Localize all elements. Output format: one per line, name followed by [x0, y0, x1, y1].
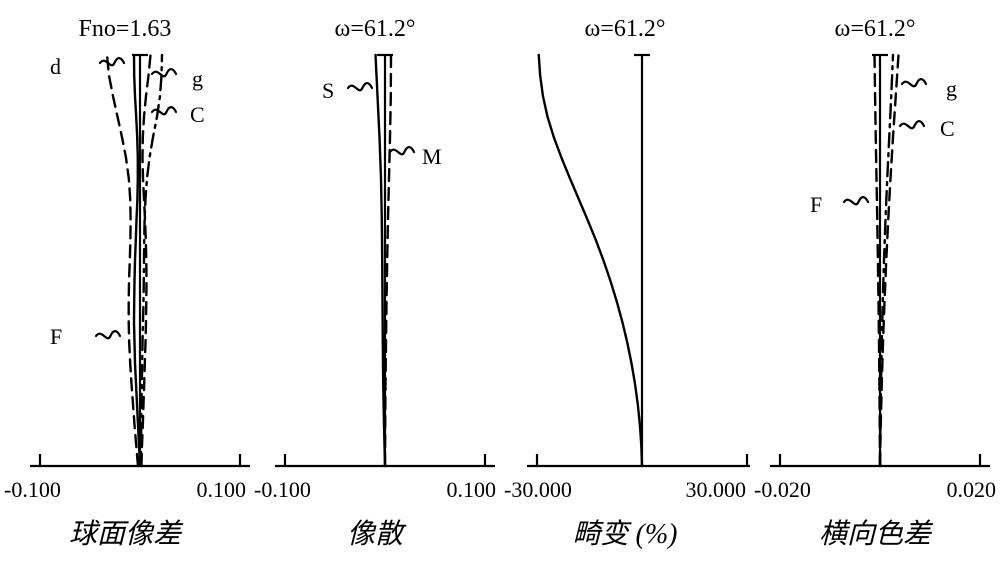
xlim-right: 0.100	[447, 477, 497, 503]
panel-spherical: Fno=1.63 -0.100 0.100 球面像差 d gC F	[0, 0, 250, 566]
panel-bottom-label: 畸变 (%)	[500, 512, 750, 552]
panel-distortion: ω=61.2° -30.000 30.000 畸变 (%)	[500, 0, 750, 566]
panel-title: ω=61.2°	[750, 16, 1000, 43]
annotation-tilde	[348, 83, 372, 90]
annotation-tilde	[902, 79, 926, 86]
curve-label-d: d	[50, 54, 61, 80]
annotation-tilde	[100, 58, 124, 65]
curve-label-M: M	[422, 144, 442, 170]
curve-F	[107, 55, 138, 466]
curve-S	[376, 55, 386, 466]
xlim-left: -0.100	[254, 477, 311, 503]
panel-title: ω=61.2°	[500, 16, 750, 43]
panel-title: Fno=1.63	[0, 16, 250, 43]
annotation-tilde	[152, 69, 176, 76]
curve-label-F: F	[50, 324, 62, 350]
curve-label-F: F	[810, 192, 822, 218]
xlim-left: -0.020	[754, 477, 811, 503]
xlim-right: 0.020	[947, 477, 997, 503]
xlim-right: 0.100	[197, 477, 247, 503]
annotation-tilde	[152, 107, 176, 114]
panel-bottom-label: 横向色差	[750, 512, 1000, 552]
annotation-tilde	[96, 331, 120, 338]
panel-astigmatism: ω=61.2° -0.100 0.100 像散 S M	[250, 0, 500, 566]
curve-label-g: g	[946, 76, 957, 102]
panel-title: ω=61.2°	[250, 16, 500, 43]
panel-bottom-label: 像散	[250, 512, 500, 552]
aberration-figure: Fno=1.63-0.1000.100球面像差dgCFω=61.2°-0.100…	[0, 0, 1000, 566]
annotation-tilde	[390, 147, 414, 154]
curve-distortion	[539, 55, 642, 466]
xlim-left: -30.000	[504, 477, 572, 503]
xlim-left: -0.100	[4, 477, 61, 503]
panel-bottom-label: 球面像差	[0, 512, 250, 552]
panel-chromatic: ω=61.2° -0.020 0.020 横向色差 gC F	[750, 0, 1000, 566]
curve-label-C: C	[940, 116, 955, 142]
annotation-tilde	[900, 121, 924, 128]
xlim-right: 30.000	[686, 477, 747, 503]
curve-label-C: C	[190, 102, 205, 128]
curve-label-g: g	[192, 66, 203, 92]
annotation-tilde	[844, 197, 868, 204]
curve-label-S: S	[322, 78, 334, 104]
